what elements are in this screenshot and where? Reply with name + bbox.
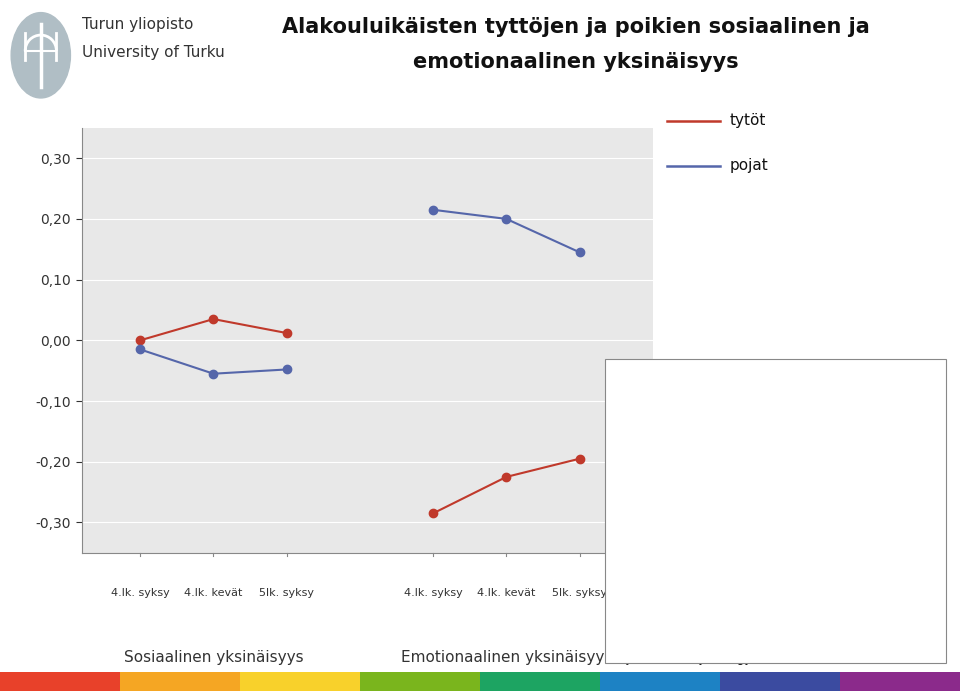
Ellipse shape xyxy=(12,12,70,98)
Text: University of Turku: University of Turku xyxy=(82,45,225,60)
Text: 4.lk. syksy: 4.lk. syksy xyxy=(110,588,170,598)
Text: Sosiaalinen yksinäisyys: Sosiaalinen yksinäisyys xyxy=(124,650,303,665)
Text: Junttila, N. & Vauras, M. (2009).
Loneliness of school-aged children
and their p: Junttila, N. & Vauras, M. (2009). Loneli… xyxy=(627,601,835,665)
Text: 5lk. syksy: 5lk. syksy xyxy=(552,588,607,598)
Text: Turun yliopisto: Turun yliopisto xyxy=(82,17,193,32)
Text: emotionaalinen yksinäisyys: emotionaalinen yksinäisyys xyxy=(413,52,739,72)
Text: 5lk. syksy: 5lk. syksy xyxy=(259,588,314,598)
Text: pojat: pojat xyxy=(730,158,768,173)
Text: Emotionaalinen yksinäisyys: Emotionaalinen yksinäisyys xyxy=(400,650,612,665)
Text: Alakouluikäisten tyttöjen ja poikien sosiaalinen ja: Alakouluikäisten tyttöjen ja poikien sos… xyxy=(282,17,870,37)
Text: 4.lk. kevät: 4.lk. kevät xyxy=(184,588,243,598)
Text: tytöt: tytöt xyxy=(730,113,766,129)
Text: Pojat kokivat tyttöjä
tilastollisesti erittäin
merkitsevästi enemmän
emotionaali: Pojat kokivat tyttöjä tilastollisesti er… xyxy=(627,375,805,558)
Text: 4.lk. syksy: 4.lk. syksy xyxy=(404,588,463,598)
Text: 4.lk. kevät: 4.lk. kevät xyxy=(477,588,536,598)
